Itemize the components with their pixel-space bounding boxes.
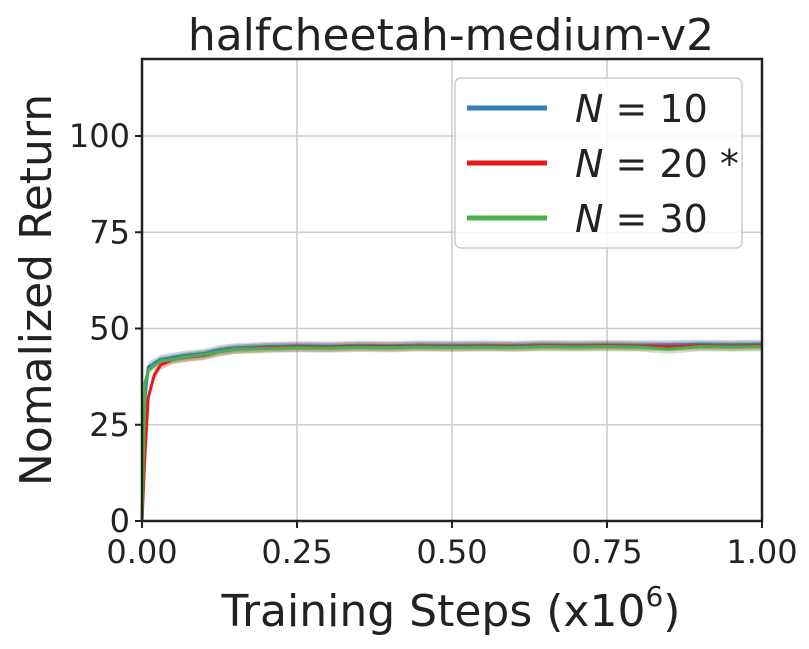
y-tick-label: 25	[89, 406, 130, 444]
series-bands	[142, 339, 762, 521]
y-tick-label: 75	[89, 213, 130, 251]
x-tick-label: 1.00	[726, 533, 797, 571]
chart-title: halfcheetah-medium-v2	[188, 10, 714, 61]
legend-box	[454, 77, 743, 249]
series-band	[142, 339, 762, 521]
x-axis-label-text: Training Steps (x10	[221, 586, 646, 637]
y-axis-ticks: 0 25 50 75 100	[69, 117, 142, 540]
series-line	[140, 345, 763, 522]
x-tick-label: 0.75	[571, 533, 642, 571]
y-tick-label: 100	[69, 117, 130, 155]
legend-label-variable: N	[575, 87, 603, 131]
legend-label: N = 20 *	[575, 142, 739, 186]
x-tick-label: 0.50	[416, 533, 487, 571]
series-lines	[140, 342, 763, 522]
legend-label: N = 30	[575, 197, 708, 241]
y-axis-label: Nomalized Return	[11, 94, 62, 486]
x-tick-label: 0.25	[261, 533, 332, 571]
legend-label-variable: N	[575, 197, 603, 241]
legend-label-value: = 20 *	[603, 142, 738, 186]
legend-label: N = 10	[575, 87, 708, 131]
x-axis-ticks: 0.00 0.25 0.50 0.75 1.00	[106, 521, 798, 571]
y-tick-label: 50	[89, 310, 130, 348]
legend: N = 10N = 20 *N = 30	[454, 77, 743, 249]
series-band	[142, 341, 762, 521]
legend-label-value: = 30	[603, 197, 707, 241]
legend-label-variable: N	[575, 142, 603, 186]
y-tick-label: 0	[110, 502, 130, 540]
x-axis-label-exponent: 6	[645, 580, 663, 613]
x-axis-label-close: )	[663, 586, 680, 637]
x-axis-label: Training Steps (x106)	[221, 580, 681, 637]
legend-label-value: = 10	[603, 87, 707, 131]
x-tick-label: 0.00	[106, 533, 177, 571]
